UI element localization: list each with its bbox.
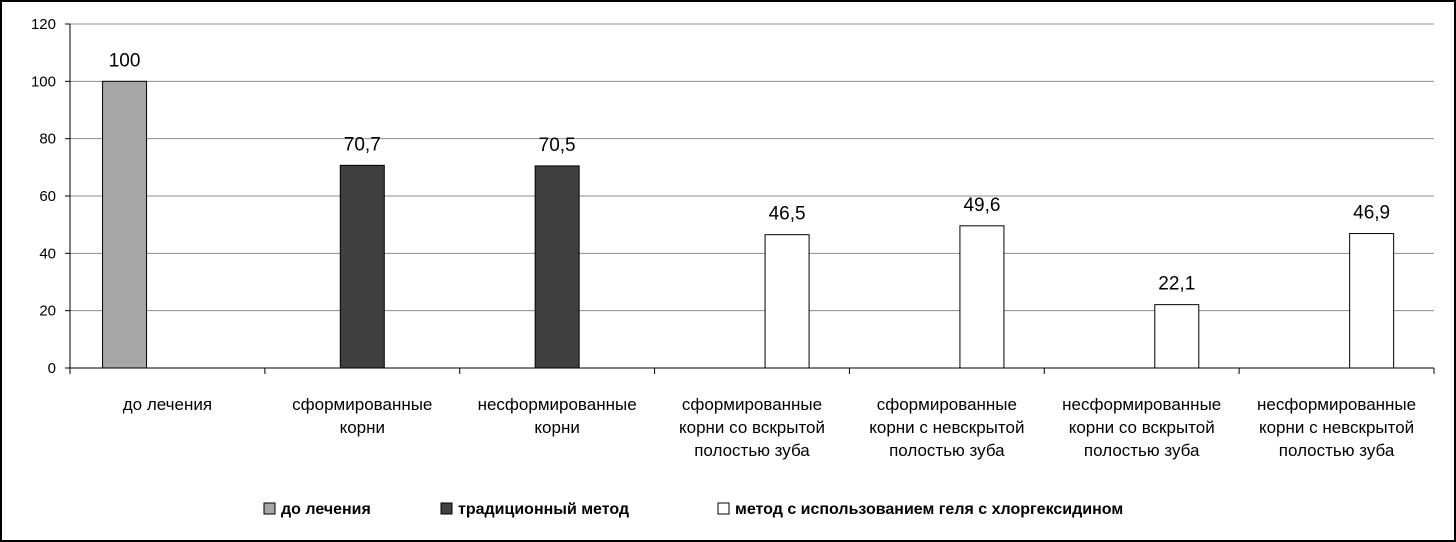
category-label-line: корни со вскрытой bbox=[1069, 418, 1215, 437]
y-tick-label: 60 bbox=[39, 188, 56, 205]
category-label-line: полостью зуба bbox=[694, 441, 810, 460]
category-label-line: полостью зуба bbox=[889, 441, 1005, 460]
y-tick-label: 100 bbox=[31, 73, 56, 90]
data-label: 70,7 bbox=[344, 134, 381, 155]
y-tick-label: 40 bbox=[39, 245, 56, 262]
category-label-line: корни с невскрытой bbox=[869, 418, 1024, 437]
bar bbox=[339, 164, 385, 369]
data-label: 46,5 bbox=[769, 204, 806, 225]
bar bbox=[959, 225, 1005, 369]
category-label-line: сформированные bbox=[877, 395, 1017, 414]
category-label: несформированные корни со вскрытой полость… bbox=[1062, 395, 1221, 460]
legend-label: традиционный метод bbox=[458, 501, 629, 518]
category-label: сформированные корни с невскрытой полостью… bbox=[869, 395, 1024, 460]
category-label-line: полостью зуба bbox=[1084, 441, 1200, 460]
legend: до лечения традиционный метод метод с испо… bbox=[263, 501, 1123, 518]
category-label: несформированные корни с невскрытой полост… bbox=[1257, 395, 1416, 460]
bar bbox=[764, 234, 810, 369]
category-label-line: корни bbox=[340, 418, 385, 437]
category-label: несформированные корни bbox=[478, 395, 637, 437]
data-label: 49,6 bbox=[963, 195, 1000, 216]
data-label: 46,9 bbox=[1353, 203, 1390, 224]
category-label-line: несформированные bbox=[1257, 395, 1416, 414]
category-label-line: несформированные bbox=[1062, 395, 1221, 414]
bar bbox=[534, 165, 580, 369]
y-tick-label: 0 bbox=[48, 360, 56, 377]
data-label: 70,5 bbox=[539, 135, 576, 156]
legend-swatch bbox=[717, 502, 730, 515]
category-labels: до лечения сформированные корнинесформиров… bbox=[123, 395, 1416, 460]
legend-label: до лечения bbox=[281, 501, 371, 518]
bar bbox=[102, 80, 148, 369]
category-label-line: корни со вскрытой bbox=[679, 418, 825, 437]
category-label-line: корни bbox=[534, 418, 579, 437]
legend-swatch bbox=[440, 502, 453, 515]
y-tick-label: 20 bbox=[39, 303, 56, 320]
data-label: 100 bbox=[109, 50, 141, 71]
bars bbox=[102, 80, 1395, 369]
legend-label: метод с использованием геля с хлоргексид… bbox=[735, 501, 1123, 518]
y-tick-label: 120 bbox=[31, 16, 56, 33]
category-label-line: до лечения bbox=[123, 395, 212, 414]
y-tick-label: 80 bbox=[39, 131, 56, 148]
legend-swatch bbox=[263, 502, 276, 515]
category-label: до лечения bbox=[123, 395, 212, 414]
category-label: сформированные корни bbox=[292, 395, 432, 437]
category-label-line: сформированные bbox=[292, 395, 432, 414]
category-label: сформированные корни со вскрытой полостью … bbox=[679, 395, 825, 460]
category-label-line: сформированные bbox=[682, 395, 822, 414]
category-label-line: полостью зуба bbox=[1279, 441, 1395, 460]
bar bbox=[1349, 233, 1395, 369]
data-label: 22,1 bbox=[1158, 274, 1195, 295]
category-label-line: корни с невскрытой bbox=[1259, 418, 1414, 437]
category-label-line: несформированные bbox=[478, 395, 637, 414]
gridlines bbox=[70, 23, 1434, 369]
bar bbox=[1154, 304, 1200, 369]
axes bbox=[69, 24, 1435, 374]
y-axis-ticks: 0 20 40 60 80 100 120 bbox=[31, 16, 70, 377]
data-labels: 100 70,7 70,5 46,5 49,6 22,1 46,9 bbox=[109, 50, 1390, 294]
